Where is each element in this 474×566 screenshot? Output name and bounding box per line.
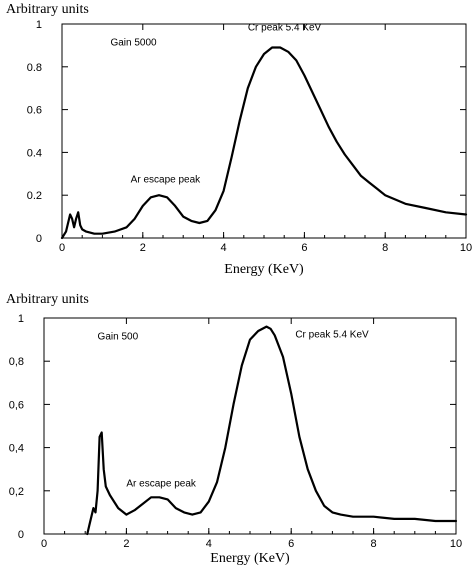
y-tick-label: 0.6 (27, 105, 42, 117)
y-tick-label: 0.8 (27, 62, 42, 74)
gain-label: Gain 500 (98, 332, 139, 343)
cr-peak-label: Cr peak 5.4 KeV (295, 329, 369, 340)
x-axis-title: Energy (KeV) (210, 551, 290, 566)
gain-label: Gain 5000 (110, 37, 157, 48)
x-tick-label: 2 (140, 242, 146, 254)
ar-escape-peak-label: Ar escape peak (131, 174, 201, 185)
y-tick-label: 1 (18, 313, 24, 325)
y-tick-label: 1 (36, 19, 42, 31)
x-tick-label: 0 (41, 538, 47, 550)
y-axis-title: Arbitrary units (6, 2, 89, 17)
x-axis-title: Energy (KeV) (224, 262, 304, 277)
y-tick-label: 0.2 (27, 190, 42, 202)
x-tick-label: 0 (59, 242, 65, 254)
y-tick-label: 0.4 (27, 147, 42, 159)
x-tick-label: 6 (288, 538, 294, 550)
x-tick-label: 8 (371, 538, 377, 550)
x-tick-label: 4 (221, 242, 227, 254)
ticks: 0 2 4 6 8 10 0 0,2 0,4 0,6 0,8 1 (9, 313, 462, 550)
plot-frame (61, 23, 467, 239)
y-tick-label: 0,4 (9, 443, 24, 455)
plot-frame (43, 317, 457, 535)
x-tick-label: 2 (123, 538, 129, 550)
chart-gain-5000: Arbitrary units 0 2 4 6 8 10 0 0.2 0.4 0.6 0.8 1 Ga… (6, 2, 472, 277)
x-tick-label: 4 (206, 538, 212, 550)
ticks: 0 2 4 6 8 10 0 0.2 0.4 0.6 0.8 1 (27, 19, 472, 254)
x-tick-label: 6 (301, 242, 307, 254)
y-tick-label: 0,2 (9, 486, 24, 498)
y-tick-label: 0,6 (9, 399, 24, 411)
y-tick-label: 0 (36, 233, 42, 245)
x-tick-label: 8 (382, 242, 388, 254)
chart-gain-500: Arbitrary units 0 2 4 6 8 10 0 0,2 0,4 0,6 0,8 1 Ga… (6, 292, 462, 566)
y-tick-label: 0 (18, 529, 24, 541)
y-axis-title: Arbitrary units (6, 292, 89, 307)
spectrum-line (60, 46, 468, 240)
cr-peak-label: Cr peak 5.4 KeV (248, 22, 322, 33)
y-tick-label: 0,8 (9, 356, 24, 368)
x-tick-label: 10 (450, 538, 462, 550)
spectrum-line (86, 325, 458, 536)
ar-escape-peak-label: Ar escape peak (126, 478, 196, 489)
x-tick-label: 10 (460, 242, 472, 254)
